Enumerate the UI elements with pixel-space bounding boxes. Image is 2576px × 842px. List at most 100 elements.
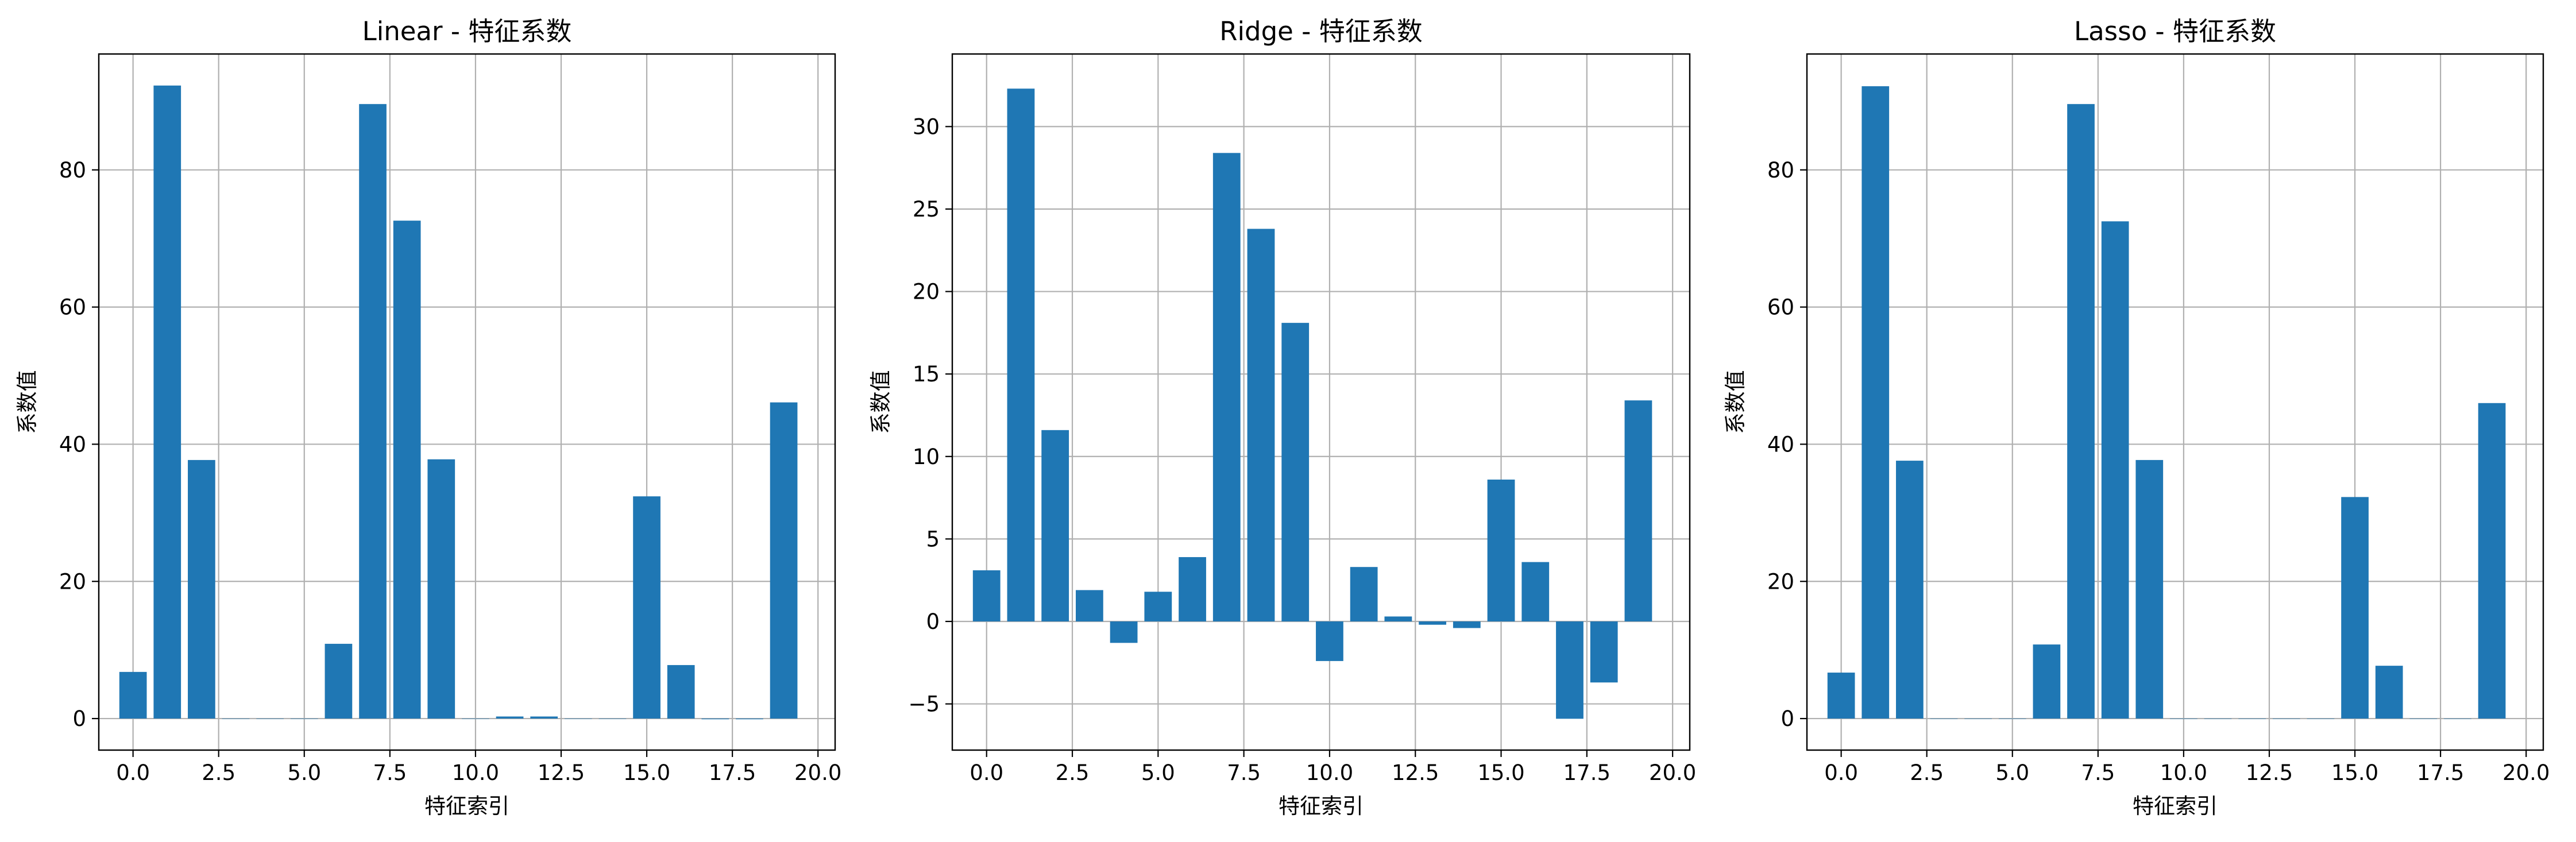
- chart-panel-ridge: 0.0 2.5 5.0 7.5 10.0 12.5 15.0 17.5 20.0 −5 0 5 10 15…: [868, 16, 1696, 818]
- bar: [1521, 562, 1550, 621]
- bar: [1350, 567, 1378, 621]
- bar: [1316, 621, 1343, 661]
- bar: [1556, 621, 1584, 719]
- y-tick-label: 15: [913, 362, 940, 387]
- bar: [1896, 461, 1924, 719]
- bar: [1487, 479, 1515, 621]
- bar: [770, 402, 798, 719]
- bar: [427, 459, 455, 719]
- x-tick-label: 17.5: [1563, 760, 1611, 785]
- bar: [496, 716, 524, 719]
- bar: [972, 570, 1001, 621]
- bar: [1179, 557, 1206, 621]
- x-tick-label: 2.5: [1056, 760, 1090, 785]
- bar: [633, 496, 661, 719]
- x-tick-label: 10.0: [1306, 760, 1353, 785]
- ticks: 0.0 2.5 5.0 7.5 10.0 12.5 15.0 17.5 20.0 −5 0 5 10 15…: [908, 114, 1696, 785]
- bars: [119, 85, 798, 720]
- x-tick-label: 15.0: [1477, 760, 1524, 785]
- bar: [1384, 616, 1412, 621]
- x-tick-label: 0.0: [1824, 760, 1858, 785]
- y-tick-label: −5: [908, 692, 940, 717]
- y-tick-label: 0: [926, 609, 940, 634]
- x-tick-label: 17.5: [709, 760, 756, 785]
- bar: [153, 85, 181, 719]
- bar: [1453, 621, 1481, 628]
- y-tick-label: 40: [59, 432, 86, 457]
- y-tick-label: 5: [926, 527, 940, 551]
- y-tick-label: 80: [1767, 158, 1794, 183]
- x-tick-label: 5.0: [1995, 760, 2029, 785]
- x-tick-label: 12.5: [1392, 760, 1439, 785]
- x-tick-label: 12.5: [538, 760, 585, 785]
- ticks: 0.0 2.5 5.0 7.5 10.0 12.5 15.0 17.5 20.0 0 20 40 60 8…: [1767, 158, 2550, 785]
- y-tick-label: 40: [1767, 432, 1794, 457]
- bar: [1144, 592, 1172, 621]
- y-tick-label: 20: [1767, 569, 1794, 594]
- y-axis-label: 系数值: [15, 370, 40, 434]
- bar: [2033, 644, 2061, 719]
- x-tick-label: 2.5: [202, 760, 235, 785]
- x-tick-label: 17.5: [2417, 760, 2464, 785]
- x-tick-label: 7.5: [1227, 760, 1261, 785]
- x-tick-label: 10.0: [2160, 760, 2207, 785]
- chart-panel-linear: 0.0 2.5 5.0 7.5 10.0 12.5 15.0 17.5 20.0 0 20 40 60 8…: [15, 16, 841, 818]
- x-tick-label: 5.0: [1141, 760, 1175, 785]
- bars: [1827, 86, 2506, 719]
- bar: [1041, 430, 1069, 621]
- x-tick-label: 15.0: [2331, 760, 2378, 785]
- y-tick-label: 80: [59, 158, 86, 183]
- x-tick-label: 15.0: [623, 760, 670, 785]
- bars: [972, 88, 1652, 719]
- grid: [1807, 54, 2543, 750]
- x-tick-label: 20.0: [1649, 760, 1696, 785]
- y-tick-label: 30: [913, 114, 940, 139]
- bar: [393, 221, 421, 719]
- y-tick-label: 60: [1767, 295, 1794, 320]
- bar: [1212, 153, 1241, 621]
- y-tick-label: 25: [913, 197, 940, 222]
- y-tick-label: 20: [913, 280, 940, 304]
- x-tick-label: 20.0: [794, 760, 841, 785]
- bar: [1624, 400, 1652, 621]
- bar: [2375, 666, 2403, 719]
- bar: [1827, 673, 1855, 719]
- x-axis-label: 特征索引: [424, 794, 509, 818]
- bar: [1861, 86, 1890, 719]
- ticks: 0.0 2.5 5.0 7.5 10.0 12.5 15.0 17.5 20.0 0 20 40 60 8…: [59, 158, 841, 785]
- x-tick-label: 7.5: [2081, 760, 2115, 785]
- bar: [2478, 403, 2506, 719]
- x-tick-label: 20.0: [2502, 760, 2550, 785]
- bar: [1281, 323, 1310, 621]
- x-tick-label: 10.0: [452, 760, 499, 785]
- y-tick-label: 10: [913, 445, 940, 469]
- x-axis-label: 特征索引: [1279, 794, 1364, 818]
- bar: [2067, 104, 2095, 719]
- chart-title: Lasso - 特征系数: [2074, 16, 2276, 47]
- x-tick-label: 5.0: [287, 760, 321, 785]
- chart-panel-lasso: 0.0 2.5 5.0 7.5 10.0 12.5 15.0 17.5 20.0 0 20 40 60 8…: [1723, 16, 2550, 818]
- y-tick-label: 20: [59, 569, 86, 594]
- bar: [530, 716, 558, 719]
- x-tick-label: 2.5: [1910, 760, 1944, 785]
- bar: [1110, 621, 1138, 643]
- bar: [1590, 621, 1618, 683]
- x-tick-label: 12.5: [2246, 760, 2293, 785]
- bar: [1007, 88, 1035, 621]
- bar: [1247, 229, 1275, 621]
- axes-frame: [98, 53, 836, 751]
- bar: [359, 104, 387, 719]
- bar: [2341, 497, 2369, 719]
- bar: [2101, 221, 2129, 719]
- y-tick-label: 0: [72, 706, 86, 731]
- bar: [667, 665, 695, 719]
- bar: [188, 459, 215, 719]
- x-axis-label: 特征索引: [2133, 794, 2218, 818]
- bar: [325, 643, 353, 719]
- bar: [1075, 590, 1103, 621]
- bar: [119, 671, 147, 719]
- y-tick-label: 0: [1781, 706, 1794, 731]
- bar: [2135, 459, 2164, 719]
- x-tick-label: 7.5: [373, 760, 407, 785]
